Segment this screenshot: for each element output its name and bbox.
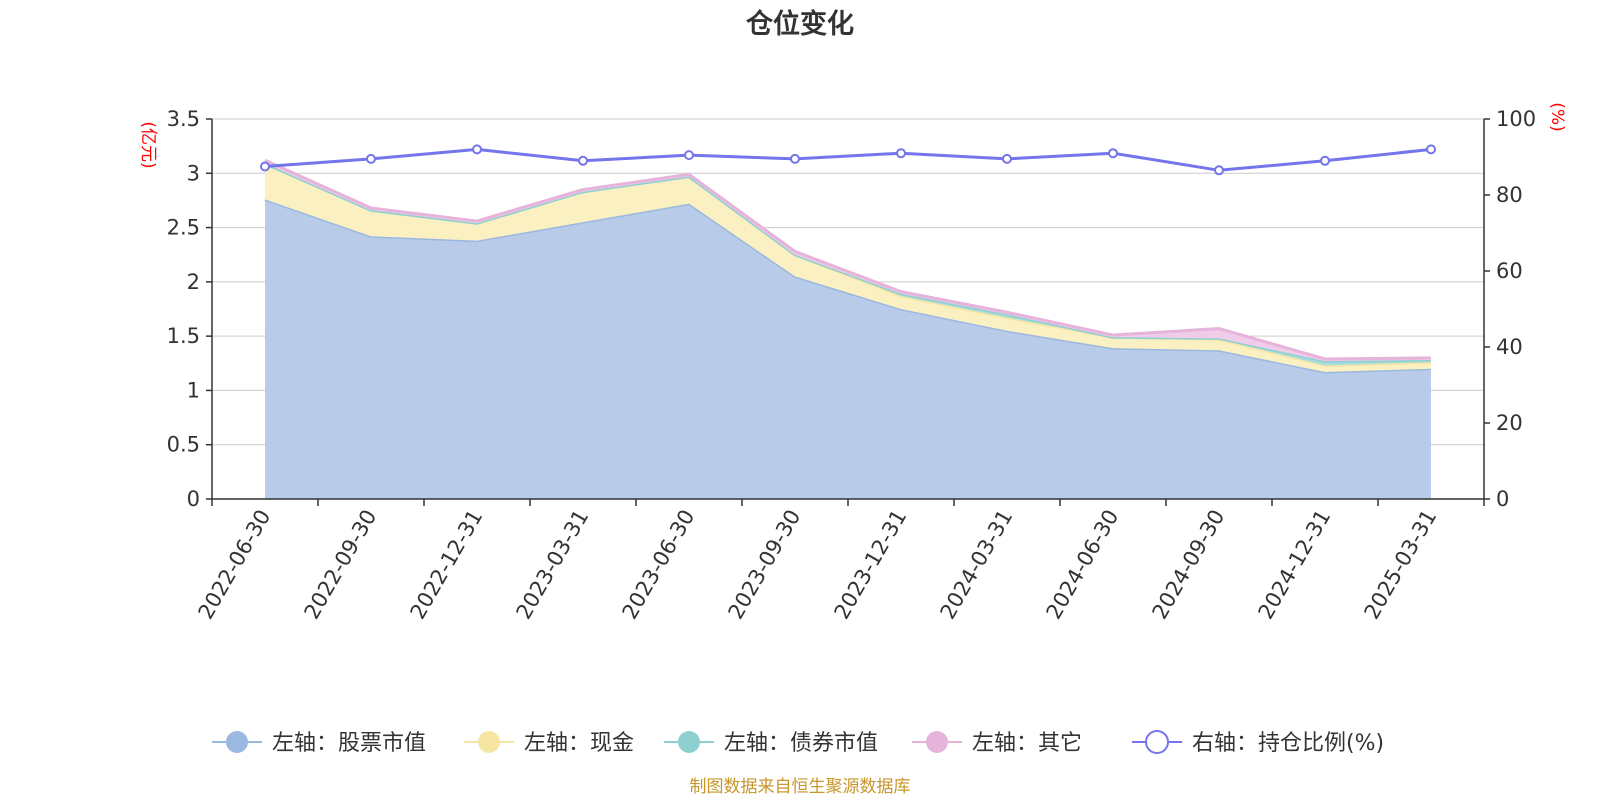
- legend-item[interactable]: 左轴：现金: [464, 731, 634, 756]
- legend-marker: [226, 731, 248, 753]
- x-tick-label: 2025-03-31: [1360, 506, 1442, 624]
- x-tick-label: 2024-12-31: [1254, 506, 1336, 624]
- legend-marker: [478, 731, 500, 753]
- area-edge-左轴：其它: [264, 158, 1432, 361]
- legend-marker: [926, 731, 948, 753]
- area-左轴：股票市值: [265, 199, 1431, 500]
- ratio-point: [578, 155, 588, 166]
- ratio-point: [896, 148, 906, 159]
- x-tick-label: 2022-06-30: [194, 506, 276, 624]
- left-tick-label: 1.5: [167, 324, 200, 348]
- chart-title: 仓位变化: [745, 8, 854, 40]
- ratio-point: [1214, 165, 1224, 176]
- legend-item[interactable]: 左轴：债券市值: [664, 731, 878, 756]
- ratio-point: [366, 153, 376, 164]
- left-tick-label: 1: [187, 378, 200, 402]
- right-tick-label: 0: [1496, 487, 1509, 511]
- legend-marker: [678, 731, 700, 753]
- legend-marker: [1145, 730, 1169, 754]
- left-tick-label: 0: [187, 487, 200, 511]
- legend-label: 左轴：股票市值: [272, 731, 426, 756]
- ratio-point: [1108, 148, 1118, 159]
- ratio-point: [1426, 144, 1436, 155]
- legend-item[interactable]: 右轴：持仓比例(%): [1132, 730, 1384, 756]
- legend-label: 左轴：其它: [972, 731, 1082, 756]
- left-tick-label: 0.5: [167, 433, 200, 457]
- right-tick-label: 40: [1496, 335, 1523, 359]
- ratio-line: [260, 144, 1436, 176]
- left-axis-unit: (亿元): [138, 121, 158, 168]
- ratio-point: [1002, 153, 1012, 164]
- ratio-point: [790, 153, 800, 164]
- x-tick-label: 2024-03-31: [936, 506, 1018, 624]
- x-tick-label: 2022-12-31: [406, 506, 488, 624]
- left-tick-label: 2: [187, 270, 200, 294]
- right-axis-unit: (%): [1547, 102, 1567, 131]
- x-tick-label: 2023-12-31: [830, 506, 912, 624]
- x-tick-label: 2024-06-30: [1042, 506, 1124, 624]
- legend-label: 右轴：持仓比例(%): [1192, 731, 1384, 756]
- ratio-point: [260, 161, 270, 172]
- legend[interactable]: 左轴：股票市值 左轴：现金 左轴：债券市值 左轴：其它 右轴：持仓比例(%): [212, 730, 1384, 756]
- stacked-areas: [264, 158, 1432, 500]
- ratio-point: [684, 150, 694, 161]
- right-tick-label: 100: [1496, 107, 1536, 131]
- right-tick-label: 20: [1496, 411, 1523, 435]
- right-tick-label: 80: [1496, 183, 1523, 207]
- x-tick-label: 2023-03-31: [512, 506, 594, 624]
- ratio-point: [472, 144, 482, 155]
- left-tick-label: 3.5: [167, 107, 200, 131]
- x-tick-label: 2023-09-30: [724, 506, 806, 624]
- ratio-line-path: [264, 147, 1432, 172]
- legend-item[interactable]: 左轴：其它: [912, 731, 1082, 756]
- legend-item[interactable]: 左轴：股票市值: [212, 731, 426, 756]
- left-tick-label: 2.5: [167, 216, 200, 240]
- x-tick-label: 2024-09-30: [1148, 506, 1230, 624]
- x-tick-label: 2022-09-30: [300, 506, 382, 624]
- ratio-point: [1320, 155, 1330, 166]
- legend-label: 左轴：债券市值: [724, 731, 878, 756]
- left-tick-label: 3: [187, 161, 200, 185]
- legend-label: 左轴：现金: [524, 731, 634, 756]
- data-source-note: 制图数据来自恒生聚源数据库: [690, 777, 911, 797]
- right-tick-label: 60: [1496, 259, 1523, 283]
- area-左轴：现金: [265, 163, 1431, 372]
- x-tick-label: 2023-06-30: [618, 506, 700, 624]
